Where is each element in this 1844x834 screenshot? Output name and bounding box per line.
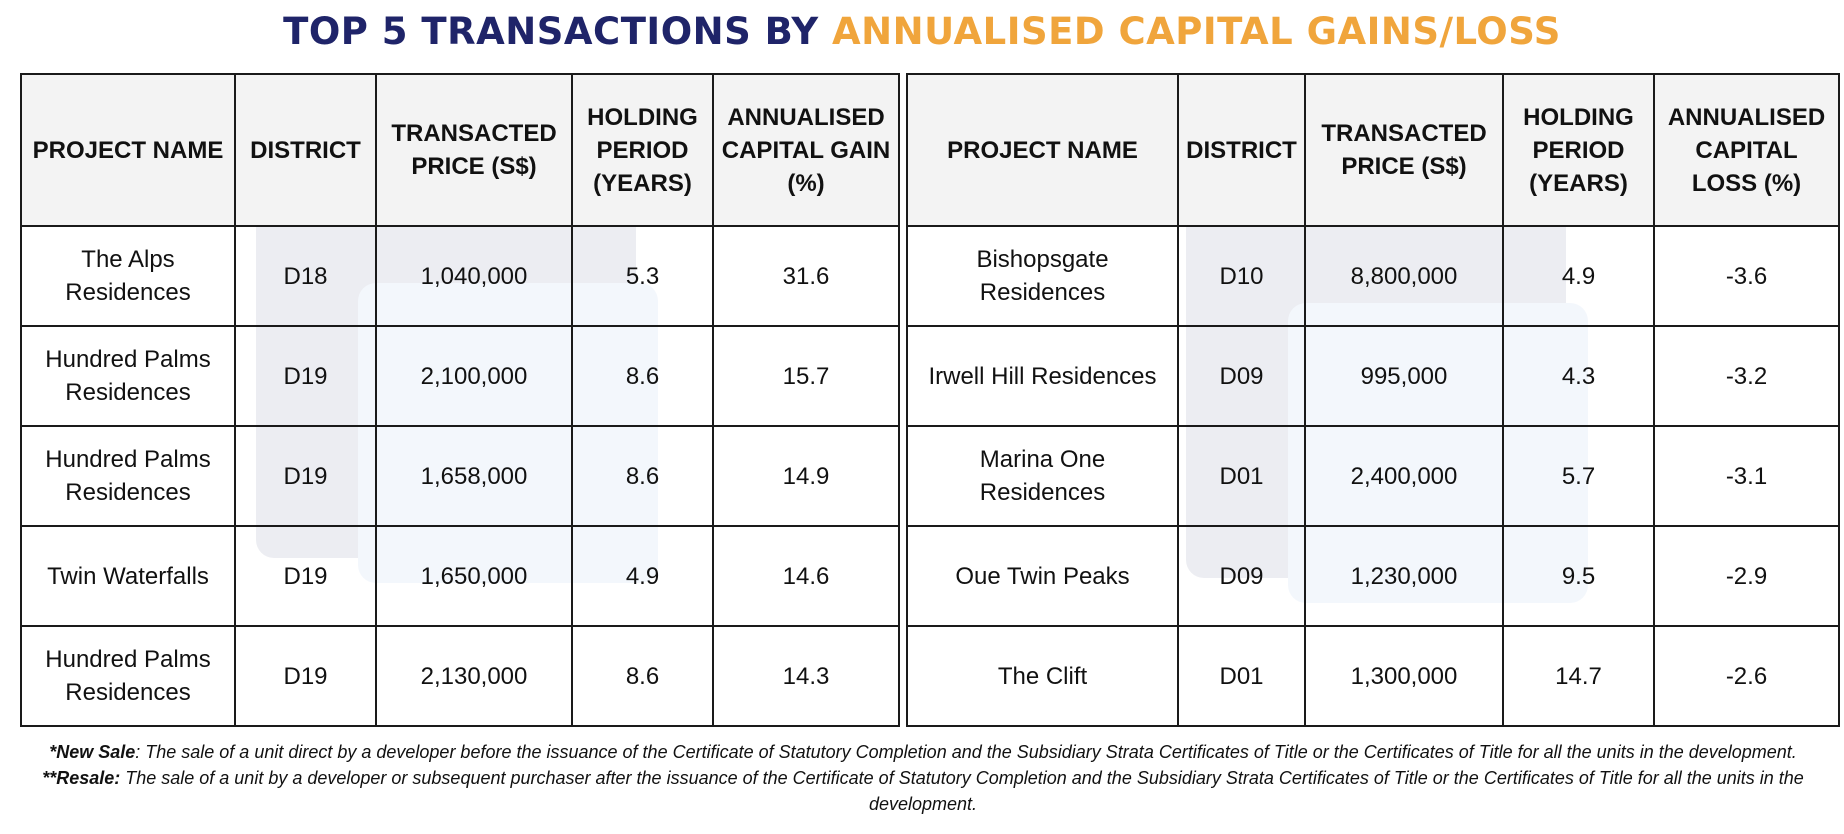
- cell-district: D01: [1177, 625, 1306, 727]
- title-part-2: ANNUALISED CAPITAL GAINS/LOSS: [832, 10, 1561, 53]
- cell-district: D09: [1177, 325, 1306, 427]
- footnote-new-sale: *New Sale: The sale of a unit direct by …: [14, 739, 1832, 765]
- cell-price: 995,000: [1304, 325, 1504, 427]
- cell-price: 2,100,000: [375, 325, 573, 427]
- gains-table: PROJECT NAME DISTRICT TRANSACTED PRICE (…: [20, 73, 900, 727]
- cell-gain: 14.6: [712, 525, 900, 627]
- footnote-new-sale-label: *New Sale: [49, 742, 136, 762]
- col-project-name: PROJECT NAME: [906, 73, 1179, 227]
- table-row: Marina One Residences D01 2,400,000 5.7 …: [906, 425, 1840, 527]
- cell-district: D19: [234, 625, 377, 727]
- cell-project: Oue Twin Peaks: [906, 525, 1179, 627]
- cell-loss: -3.6: [1653, 225, 1840, 327]
- cell-district: D18: [234, 225, 377, 327]
- cell-gain: 14.3: [712, 625, 900, 727]
- table-row: The Clift D01 1,300,000 14.7 -2.6: [906, 625, 1840, 727]
- cell-project: Hundred Palms Residences: [20, 325, 236, 427]
- cell-loss: -2.9: [1653, 525, 1840, 627]
- title-part-1: TOP 5 TRANSACTIONS BY: [283, 10, 819, 53]
- cell-holding: 8.6: [571, 325, 714, 427]
- col-annualised-gain: ANNUALISED CAPITAL GAIN (%): [712, 73, 900, 227]
- cell-price: 8,800,000: [1304, 225, 1504, 327]
- cell-holding: 4.3: [1502, 325, 1655, 427]
- cell-district: D01: [1177, 425, 1306, 527]
- footnote-resale-label: **Resale:: [42, 768, 121, 788]
- page-title: TOP 5 TRANSACTIONS BY ANNUALISED CAPITAL…: [0, 10, 1844, 53]
- cell-loss: -3.1: [1653, 425, 1840, 527]
- table-row: Bishopsgate Residences D10 8,800,000 4.9…: [906, 225, 1840, 327]
- cell-price: 1,040,000: [375, 225, 573, 327]
- cell-price: 1,658,000: [375, 425, 573, 527]
- cell-district: D19: [234, 325, 377, 427]
- col-annualised-loss: ANNUALISED CAPITAL LOSS (%): [1653, 73, 1840, 227]
- cell-project: Irwell Hill Residences: [906, 325, 1179, 427]
- table-row: The Alps Residences D18 1,040,000 5.3 31…: [20, 225, 900, 327]
- cell-project: The Alps Residences: [20, 225, 236, 327]
- cell-holding: 4.9: [571, 525, 714, 627]
- table-row: Hundred Palms Residences D19 2,100,000 8…: [20, 325, 900, 427]
- losses-header-row: PROJECT NAME DISTRICT TRANSACTED PRICE (…: [906, 73, 1840, 227]
- col-district: DISTRICT: [234, 73, 377, 227]
- cell-project: Bishopsgate Residences: [906, 225, 1179, 327]
- cell-price: 1,300,000: [1304, 625, 1504, 727]
- cell-price: 2,130,000: [375, 625, 573, 727]
- cell-gain: 15.7: [712, 325, 900, 427]
- cell-project: Twin Waterfalls: [20, 525, 236, 627]
- cell-holding: 5.3: [571, 225, 714, 327]
- cell-district: D09: [1177, 525, 1306, 627]
- footnote-new-sale-text: : The sale of a unit direct by a develop…: [135, 742, 1797, 762]
- cell-price: 2,400,000: [1304, 425, 1504, 527]
- cell-district: D10: [1177, 225, 1306, 327]
- cell-price: 1,650,000: [375, 525, 573, 627]
- cell-holding: 14.7: [1502, 625, 1655, 727]
- col-transacted-price: TRANSACTED PRICE (S$): [1304, 73, 1504, 227]
- table-row: Hundred Palms Residences D19 1,658,000 8…: [20, 425, 900, 527]
- gains-header-row: PROJECT NAME DISTRICT TRANSACTED PRICE (…: [20, 73, 900, 227]
- footnote-resale-text: The sale of a unit by a developer or sub…: [120, 768, 1804, 814]
- cell-holding: 8.6: [571, 425, 714, 527]
- table-row: Oue Twin Peaks D09 1,230,000 9.5 -2.9: [906, 525, 1840, 627]
- cell-loss: -3.2: [1653, 325, 1840, 427]
- cell-project: Marina One Residences: [906, 425, 1179, 527]
- cell-project: Hundred Palms Residences: [20, 625, 236, 727]
- cell-holding: 9.5: [1502, 525, 1655, 627]
- cell-gain: 31.6: [712, 225, 900, 327]
- cell-loss: -2.6: [1653, 625, 1840, 727]
- cell-gain: 14.9: [712, 425, 900, 527]
- cell-price: 1,230,000: [1304, 525, 1504, 627]
- cell-holding: 4.9: [1502, 225, 1655, 327]
- col-transacted-price: TRANSACTED PRICE (S$): [375, 73, 573, 227]
- footnotes: *New Sale: The sale of a unit direct by …: [14, 739, 1832, 817]
- cell-holding: 8.6: [571, 625, 714, 727]
- cell-district: D19: [234, 425, 377, 527]
- cell-project: Hundred Palms Residences: [20, 425, 236, 527]
- losses-table: PROJECT NAME DISTRICT TRANSACTED PRICE (…: [906, 73, 1840, 727]
- footnote-resale: **Resale: The sale of a unit by a develo…: [14, 765, 1832, 817]
- cell-holding: 5.7: [1502, 425, 1655, 527]
- col-district: DISTRICT: [1177, 73, 1306, 227]
- table-row: Twin Waterfalls D19 1,650,000 4.9 14.6: [20, 525, 900, 627]
- col-project-name: PROJECT NAME: [20, 73, 236, 227]
- table-row: Irwell Hill Residences D09 995,000 4.3 -…: [906, 325, 1840, 427]
- cell-project: The Clift: [906, 625, 1179, 727]
- cell-district: D19: [234, 525, 377, 627]
- col-holding-period: HOLDING PERIOD (YEARS): [571, 73, 714, 227]
- col-holding-period: HOLDING PERIOD (YEARS): [1502, 73, 1655, 227]
- table-row: Hundred Palms Residences D19 2,130,000 8…: [20, 625, 900, 727]
